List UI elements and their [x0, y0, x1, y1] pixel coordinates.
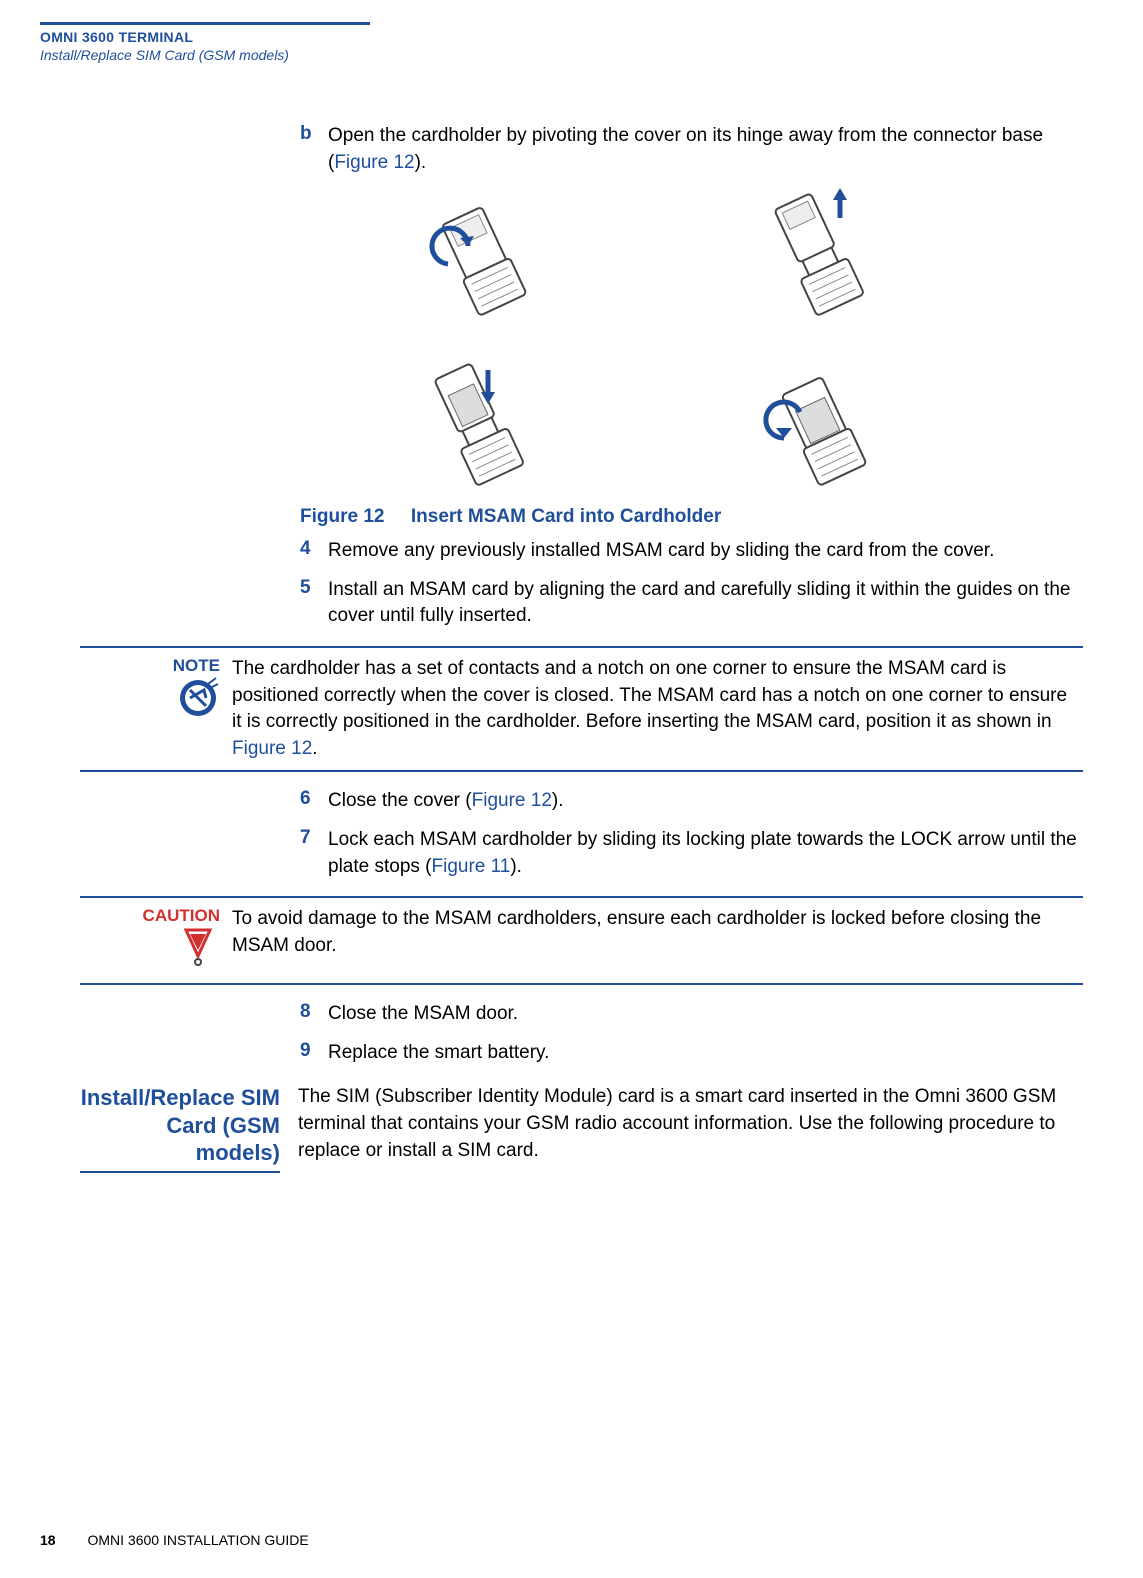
header-title: OMNI 3600 TERMINAL	[40, 29, 1103, 45]
figure-12: Figure 12 Insert MSAM Card into Cardhold…	[300, 188, 1103, 528]
note-callout: NOTE The cardholder has a set of contact…	[80, 646, 1083, 772]
step-8-marker: 8	[300, 1001, 328, 1028]
step-5-text: Install an MSAM card by aligning the car…	[328, 577, 1083, 630]
caution-callout: CAUTION To avoid damage to the MSAM card…	[80, 896, 1083, 985]
figure-label: Figure 12	[300, 506, 384, 527]
step-4-marker: 4	[300, 538, 328, 565]
step-4: 4 Remove any previously installed MSAM c…	[300, 538, 1083, 565]
step-b-marker: b	[300, 123, 328, 176]
device-illustration-1	[420, 188, 560, 328]
caution-text: To avoid damage to the MSAM cardholders,…	[232, 906, 1083, 975]
device-illustration-2	[760, 188, 900, 328]
figure-11-link[interactable]: Figure 11	[432, 856, 511, 877]
footer-title: OMNI 3600 INSTALLATION GUIDE	[87, 1532, 308, 1548]
step-7: 7 Lock each MSAM cardholder by sliding i…	[300, 827, 1083, 880]
caution-icon	[176, 926, 220, 975]
step-9-marker: 9	[300, 1040, 328, 1067]
step-6-text-b: ).	[552, 790, 564, 811]
step-b: b Open the cardholder by pivoting the co…	[300, 123, 1083, 176]
device-illustration-4	[760, 358, 900, 498]
step-8-text: Close the MSAM door.	[328, 1001, 518, 1028]
figure-12-link-6[interactable]: Figure 12	[472, 790, 552, 811]
caution-label: CAUTION	[143, 906, 220, 926]
figure-12-link[interactable]: Figure 12	[334, 152, 414, 173]
step-7-text-b: ).	[510, 856, 522, 877]
page-footer: 18 OMNI 3600 INSTALLATION GUIDE	[40, 1532, 309, 1548]
note-label: NOTE	[173, 656, 220, 676]
step-7-marker: 7	[300, 827, 328, 880]
page-number: 18	[40, 1532, 56, 1548]
step-5: 5 Install an MSAM card by aligning the c…	[300, 577, 1083, 630]
note-text-b: .	[312, 738, 317, 759]
figure-title: Insert MSAM Card into Cardholder	[411, 506, 721, 527]
step-9-text: Replace the smart battery.	[328, 1040, 549, 1067]
step-6: 6 Close the cover (Figure 12).	[300, 788, 1083, 815]
step-5-marker: 5	[300, 577, 328, 630]
section-heading: Install/Replace SIM Card (GSM models)	[80, 1084, 280, 1167]
header-subtitle: Install/Replace SIM Card (GSM models)	[40, 47, 1103, 63]
figure-12-link-note[interactable]: Figure 12	[232, 738, 312, 759]
step-4-text: Remove any previously installed MSAM car…	[328, 538, 994, 565]
section-body: The SIM (Subscriber Identity Module) car…	[298, 1084, 1083, 1173]
section-install-replace-sim: Install/Replace SIM Card (GSM models) Th…	[80, 1084, 1083, 1173]
step-8: 8 Close the MSAM door.	[300, 1001, 1083, 1028]
note-text-a: The cardholder has a set of contacts and…	[232, 658, 1067, 732]
step-b-text-b: ).	[415, 152, 427, 173]
step-9: 9 Replace the smart battery.	[300, 1040, 1083, 1067]
step-6-marker: 6	[300, 788, 328, 815]
note-icon	[176, 676, 220, 725]
step-6-text-a: Close the cover (	[328, 790, 472, 811]
device-illustration-3	[420, 358, 560, 498]
step-b-text-a: Open the cardholder by pivoting the cove…	[328, 125, 1043, 173]
